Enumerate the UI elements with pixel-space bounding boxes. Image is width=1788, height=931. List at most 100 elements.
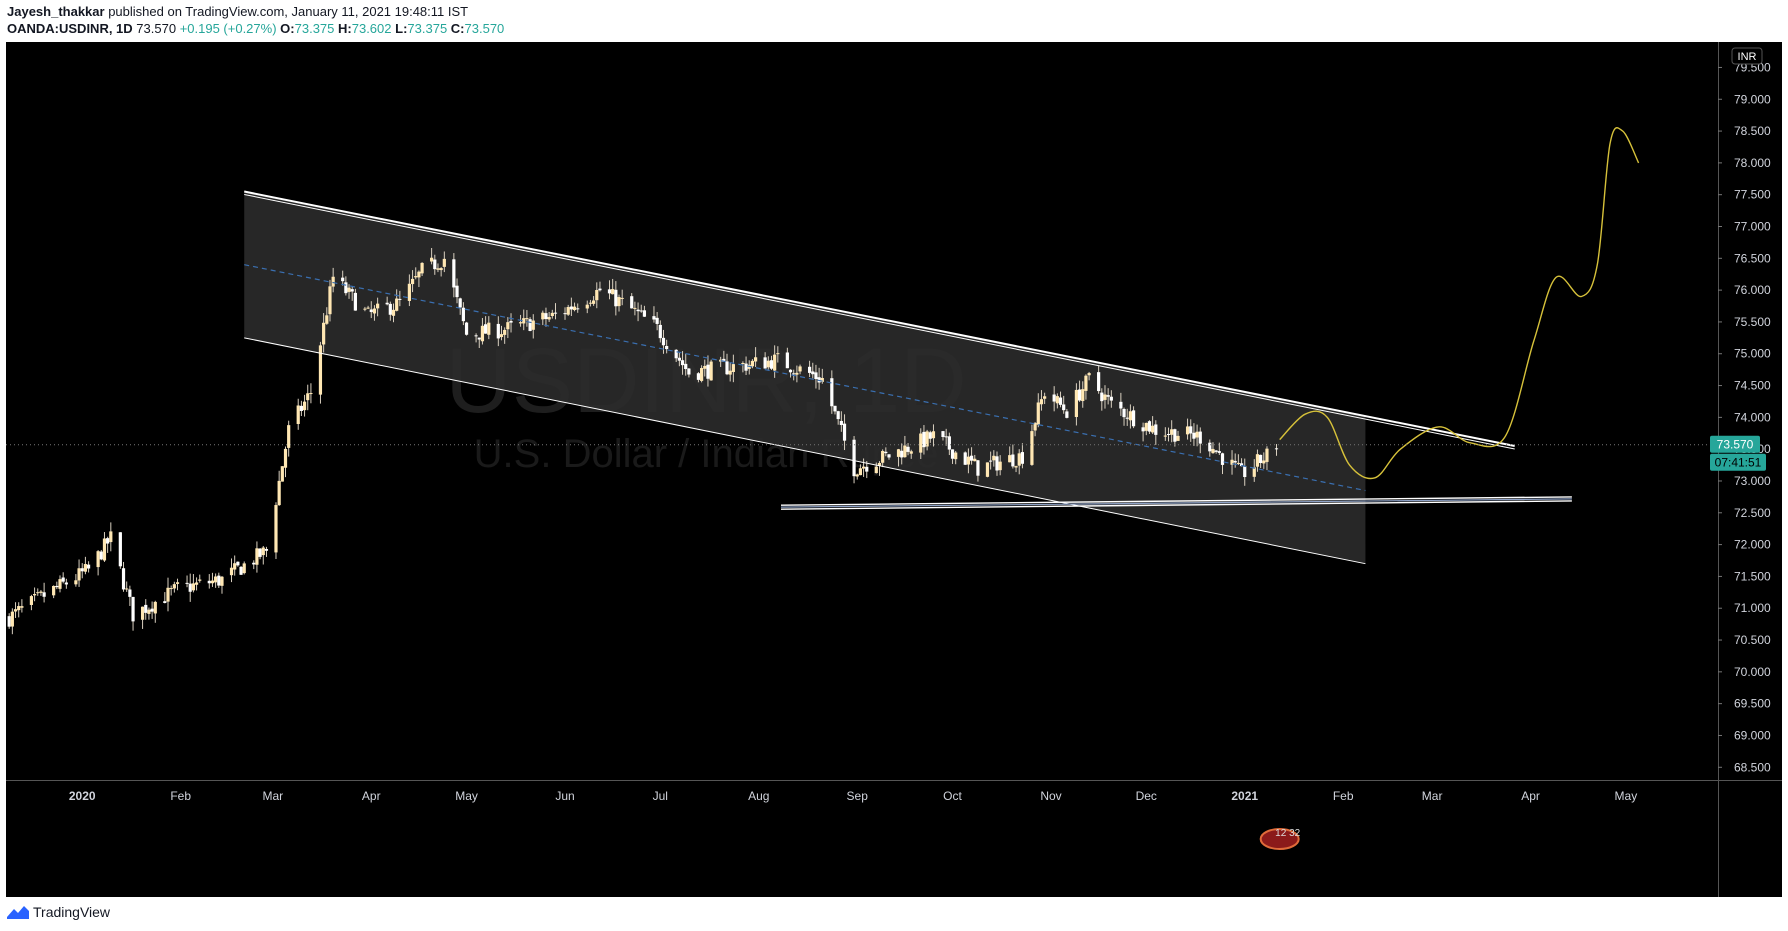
candle-body — [1217, 451, 1221, 453]
candle-body — [585, 304, 589, 309]
candle-body — [391, 309, 396, 316]
candle-body — [309, 393, 313, 395]
flag-icon — [1259, 828, 1300, 850]
candle-body — [385, 302, 389, 305]
tradingview-logo-icon — [7, 906, 29, 919]
candle-body — [1074, 389, 1078, 417]
candle-body — [372, 308, 377, 314]
y-tick-label: 77.000 — [1734, 220, 1771, 234]
candle-body — [611, 289, 615, 295]
candle-body — [430, 257, 434, 262]
candle-body — [169, 588, 173, 590]
candle-body — [518, 322, 523, 324]
candle-body — [1008, 455, 1012, 463]
candle-body — [674, 349, 678, 359]
candle-body — [842, 423, 847, 441]
candle-body — [865, 466, 869, 472]
candle-body — [833, 405, 837, 412]
candle-body — [773, 354, 777, 371]
candle-body — [461, 307, 465, 322]
candle-body — [976, 460, 980, 476]
candle-body — [17, 606, 21, 611]
support-line-mid — [780, 498, 1572, 508]
y-tick-label: 71.500 — [1734, 569, 1771, 583]
candle-body — [665, 346, 669, 350]
author-name[interactable]: Jayesh_thakkar — [7, 4, 105, 19]
change-value: +0.195 (+0.27%) — [179, 21, 277, 36]
candle-body — [944, 436, 948, 438]
candle-body — [302, 401, 307, 411]
candle-body — [1084, 375, 1088, 391]
candle-body — [331, 276, 335, 287]
candle-body — [398, 298, 402, 300]
candle-body — [1166, 433, 1171, 435]
candle-body — [792, 373, 796, 375]
candle-body — [541, 312, 545, 320]
candle-body — [1274, 448, 1279, 450]
candle-body — [369, 309, 373, 313]
candle-body — [998, 461, 1002, 471]
candle-body — [1189, 426, 1193, 434]
candle-body — [680, 360, 685, 366]
candle-body — [861, 466, 866, 469]
candle-body — [798, 366, 802, 372]
candle-body — [509, 320, 513, 323]
candle-body — [576, 308, 580, 310]
candle-body — [1185, 426, 1190, 435]
x-tick-label: Jun — [555, 789, 574, 803]
candle-body — [922, 431, 926, 448]
candle-body — [264, 548, 269, 551]
symbol-name[interactable]: OANDA:USDINR, 1D — [7, 21, 133, 36]
candle-body — [420, 262, 424, 274]
candle-body — [630, 296, 634, 309]
candle-body — [344, 282, 348, 294]
candle-body — [42, 592, 46, 597]
candle-body — [1020, 452, 1025, 464]
candle-body — [1106, 395, 1110, 397]
candle-body — [1214, 450, 1218, 452]
candle-body — [985, 462, 990, 477]
candle-body — [633, 307, 637, 309]
candle-body — [1043, 396, 1047, 399]
chart-area[interactable]: USDINR, 1D U.S. Dollar / Indian Rupee 68… — [6, 42, 1782, 897]
candle-body — [436, 268, 440, 270]
currency-tag[interactable]: INR — [1731, 47, 1763, 65]
earnings-flag[interactable]: 12 32 — [1259, 828, 1301, 850]
last-price-badge — [1710, 435, 1760, 453]
candle-body — [77, 568, 81, 581]
candle-body — [1176, 435, 1180, 441]
candle-body — [617, 297, 621, 307]
channel-midline — [244, 264, 1366, 492]
candle-body — [194, 582, 199, 585]
candle-body — [61, 577, 65, 582]
y-tick-label: 76.500 — [1734, 251, 1771, 265]
candle-body — [233, 563, 237, 570]
candle-body — [896, 449, 901, 457]
currency-tag-box — [1731, 47, 1763, 65]
candle-body — [544, 313, 548, 320]
candle-body — [658, 324, 662, 339]
tradingview-footer[interactable]: TradingView — [7, 904, 110, 920]
candle-body — [1077, 389, 1082, 401]
x-tick-label: May — [1615, 789, 1638, 803]
candle-body — [252, 562, 256, 565]
y-tick-label: 76.000 — [1734, 283, 1771, 297]
candle-body — [163, 601, 167, 603]
y-tick-label: 68.500 — [1734, 760, 1771, 774]
candles-layer — [7, 247, 1279, 635]
price-chart[interactable]: USDINR, 1D U.S. Dollar / Indian Rupee 68… — [6, 42, 1782, 897]
candle-body — [569, 306, 573, 310]
candle-body — [172, 584, 176, 589]
candle-body — [188, 583, 192, 592]
channel-upper-line — [244, 190, 1515, 447]
candle-body — [1036, 402, 1040, 425]
candle-body — [954, 452, 958, 460]
candle-body — [1055, 396, 1059, 404]
last-value: 73.570 — [136, 21, 177, 36]
candle-body — [795, 372, 799, 375]
candle-body — [496, 323, 500, 339]
candle-body — [239, 566, 243, 575]
candle-body — [741, 362, 745, 364]
x-tick-label: Jul — [653, 789, 668, 803]
close-label: C: — [450, 21, 465, 36]
